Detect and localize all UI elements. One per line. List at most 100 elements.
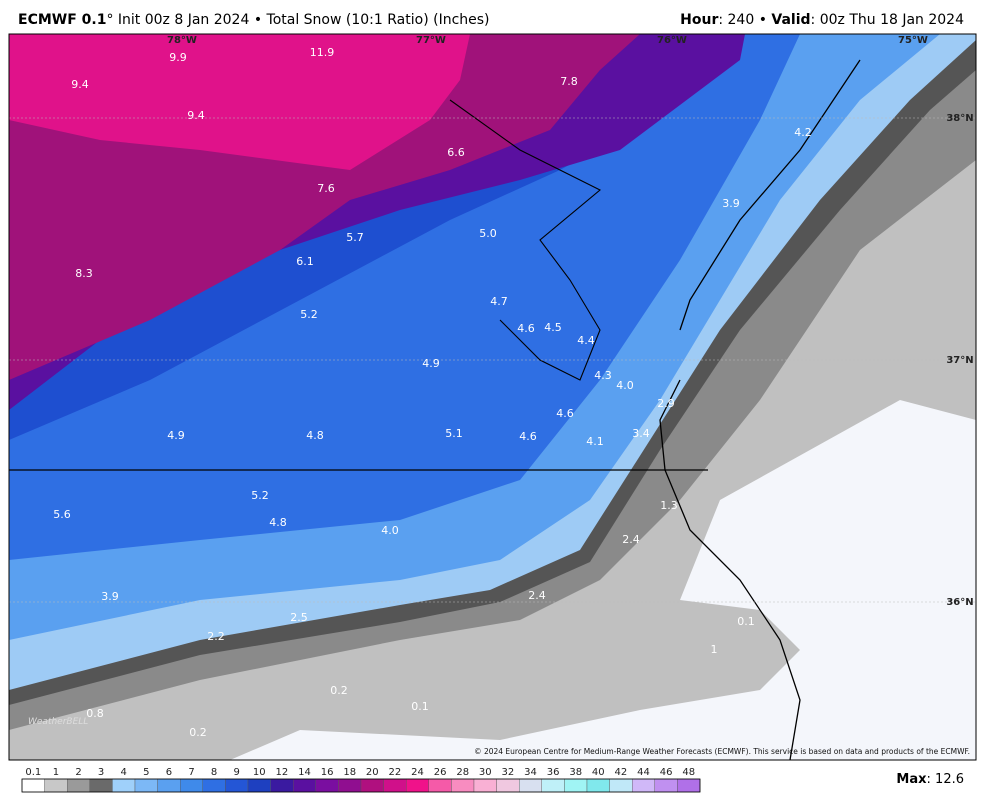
- legend-swatch: [89, 778, 113, 793]
- legend-level: 16: [321, 767, 334, 778]
- graticule-label: 77°W: [416, 35, 446, 46]
- point-value: 3.9: [101, 590, 119, 603]
- valid-label: Valid: [771, 12, 811, 28]
- legend-level: 6: [166, 767, 172, 778]
- hour-value: : 240 •: [718, 12, 772, 28]
- legend-swatch: [66, 778, 90, 793]
- point-value: 0.8: [86, 707, 104, 720]
- point-value: 4.5: [544, 321, 562, 334]
- snow-field: [9, 34, 976, 760]
- title: ECMWF 0.1° Init 00z 8 Jan 2024 • Total S…: [18, 12, 490, 28]
- legend-level: 38: [569, 767, 582, 778]
- point-value: 4.6: [556, 407, 574, 420]
- point-value: 4.9: [422, 357, 440, 370]
- point-value: 7.6: [317, 182, 335, 195]
- point-value: 0.2: [330, 684, 348, 697]
- point-value: 5.6: [53, 508, 71, 521]
- legend-swatch: [134, 778, 158, 793]
- point-value: 6.6: [447, 146, 465, 159]
- legend-swatch: [44, 778, 68, 793]
- point-value: 2.5: [290, 611, 308, 624]
- legend-swatch: [496, 778, 520, 793]
- legend-level: 0.1: [25, 767, 41, 778]
- graticule-label: 37°N: [946, 355, 973, 366]
- max-value: Max: 12.6: [896, 772, 964, 787]
- legend-level: 46: [660, 767, 673, 778]
- legend-swatch: [473, 778, 497, 793]
- point-value: 5.0: [479, 227, 497, 240]
- point-value: 5.2: [251, 489, 269, 502]
- max-label: Max: [896, 772, 927, 787]
- point-value: 5.1: [445, 427, 463, 440]
- legend-level: 5: [143, 767, 149, 778]
- point-value: 4.0: [381, 524, 399, 537]
- graticule-label: 36°N: [946, 597, 973, 608]
- point-value: 4.8: [306, 429, 324, 442]
- legend-level: 28: [456, 767, 469, 778]
- legend-level: 3: [98, 767, 104, 778]
- legend-swatch: [383, 778, 407, 793]
- legend-level: 4: [121, 767, 127, 778]
- legend-level: 36: [547, 767, 560, 778]
- hour-label: Hour: [680, 12, 719, 28]
- legend-level: 20: [366, 767, 379, 778]
- point-value: 9.9: [169, 51, 187, 64]
- valid-value: : 00z Thu 18 Jan 2024: [810, 12, 964, 28]
- point-value: 3.4: [632, 427, 650, 440]
- legend-swatch: [315, 778, 339, 793]
- legend-level: 18: [343, 767, 356, 778]
- point-value: 2.2: [207, 630, 225, 643]
- legend-level: 12: [276, 767, 289, 778]
- model: ECMWF 0.1: [18, 12, 107, 28]
- max-number: : 12.6: [926, 772, 964, 787]
- graticule-lines: [9, 117, 976, 603]
- legend-swatch: [225, 778, 249, 793]
- graticule-label: 38°N: [946, 113, 973, 124]
- legend-swatch: [202, 778, 226, 793]
- legend-level: 42: [615, 767, 628, 778]
- legend-level: 48: [682, 767, 695, 778]
- point-value: 7.8: [560, 75, 578, 88]
- legend-level: 32: [502, 767, 515, 778]
- legend-level: 24: [411, 767, 424, 778]
- point-value: 2.9: [657, 397, 675, 410]
- point-value: 6.1: [296, 255, 314, 268]
- legend-level: 34: [524, 767, 537, 778]
- point-value: 8.3: [75, 267, 93, 280]
- point-value: 11.9: [310, 46, 335, 59]
- valid-time: Hour: 240 • Valid: 00z Thu 18 Jan 2024: [680, 12, 964, 28]
- point-value: 4.6: [517, 322, 535, 335]
- point-value: 9.4: [187, 109, 205, 122]
- legend-swatch: [519, 778, 543, 793]
- legend-swatch: [338, 778, 362, 793]
- legend-swatch: [360, 778, 384, 793]
- point-value: 4.8: [269, 516, 287, 529]
- legend-swatch: [654, 778, 678, 793]
- legend-swatch: [609, 778, 633, 793]
- legend-swatch: [406, 778, 430, 793]
- legend-frame: [21, 778, 701, 793]
- legend-swatch: [112, 778, 136, 793]
- legend-swatch: [586, 778, 610, 793]
- graticule-label: 75°W: [898, 35, 928, 46]
- copyright: © 2024 European Centre for Medium-Range …: [474, 747, 970, 756]
- legend-level: 40: [592, 767, 605, 778]
- point-value: 2.4: [622, 533, 640, 546]
- legend-swatch: [293, 778, 317, 793]
- point-value: 4.9: [167, 429, 185, 442]
- coastline: [679, 59, 861, 331]
- legend-swatch: [157, 778, 181, 793]
- map-frame: [8, 33, 977, 761]
- legend-swatch: [270, 778, 294, 793]
- description: ° Init 00z 8 Jan 2024 • Total Snow (10:1…: [106, 12, 490, 28]
- legend-swatch: [677, 778, 701, 793]
- legend-level: 10: [253, 767, 266, 778]
- point-value: 4.2: [794, 126, 812, 139]
- point-value: 3.9: [722, 197, 740, 210]
- point-value: 0.2: [189, 726, 207, 739]
- point-value: 1.3: [660, 499, 678, 512]
- legend-level: 1: [53, 767, 59, 778]
- point-value: 4.3: [594, 369, 612, 382]
